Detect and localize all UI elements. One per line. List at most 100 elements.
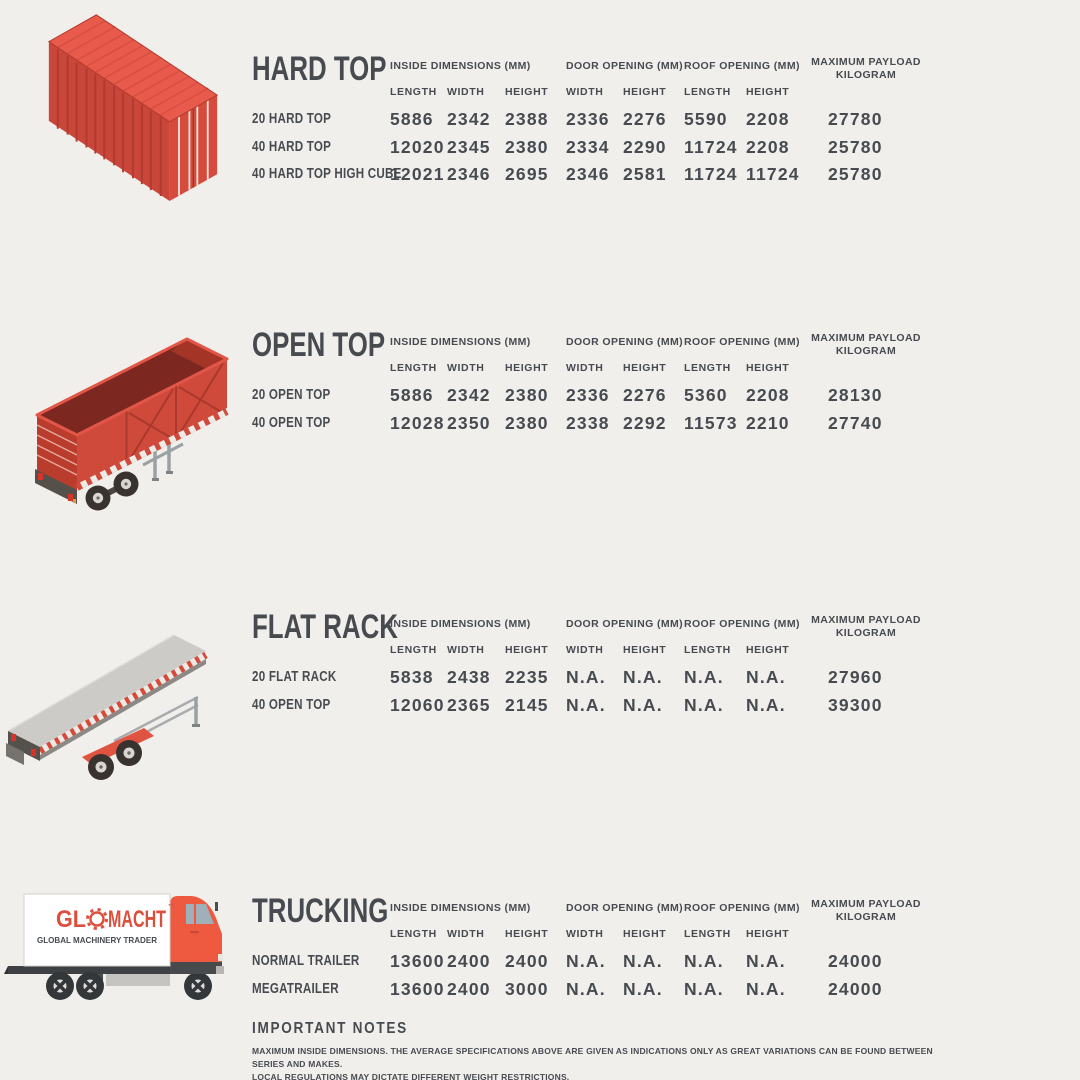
- spec-table: FLAT RACK INSIDE DIMENSIONS (MM) DOOR OP…: [252, 610, 942, 719]
- spec-value: 2400: [505, 951, 549, 971]
- spec-value: 2346: [566, 164, 610, 184]
- spec-value: 2210: [746, 412, 790, 433]
- subheader: LENGTH: [390, 86, 437, 98]
- header-max-payload: MAXIMUM PAYLOAD KILOGRAM: [811, 332, 921, 357]
- subheader: HEIGHT: [623, 86, 667, 98]
- section-hard-top: HARD TOP INSIDE DIMENSIONS (MM) DOOR OPE…: [252, 52, 942, 189]
- section-open-top: OPEN TOP INSIDE DIMENSIONS (MM) DOOR OPE…: [252, 328, 942, 437]
- spec-table: TRUCKING INSIDE DIMENSIONS (MM) DOOR OPE…: [252, 894, 942, 1003]
- section-trucking: TRUCKING INSIDE DIMENSIONS (MM) DOOR OPE…: [252, 894, 942, 1003]
- spec-value: 2581: [623, 164, 667, 184]
- glomacht-truck-illustration: GL MACHT ™ GLOBAL MACHINERY TRADER: [4, 893, 224, 1000]
- brand-wordmark-right: MACHT: [108, 906, 166, 933]
- open-top-trailer-illustration: [35, 337, 229, 511]
- spec-value: 27780: [828, 109, 883, 129]
- header-inside-dimensions: INSIDE DIMENSIONS (MM): [390, 60, 531, 72]
- spec-value: 2290: [623, 136, 667, 157]
- spec-value: 2208: [746, 109, 790, 129]
- spec-value: N.A.: [623, 667, 663, 687]
- spec-value: 25780: [828, 136, 883, 157]
- subheader: HEIGHT: [623, 362, 667, 374]
- spec-value: N.A.: [684, 667, 724, 687]
- spec-value: 2346: [447, 164, 491, 184]
- subheader: HEIGHT: [505, 928, 549, 940]
- spec-value: 2388: [505, 109, 549, 129]
- spec-value: 2380: [505, 385, 549, 405]
- subheader: HEIGHT: [505, 86, 549, 98]
- header-roof-opening: ROOF OPENING (MM): [684, 618, 800, 630]
- notes-line: MAXIMUM INSIDE DIMENSIONS. THE AVERAGE S…: [252, 1046, 933, 1069]
- section-title: TRUCKING: [252, 892, 389, 930]
- brand-wordmark-left: GL: [56, 906, 86, 933]
- spec-value: 24000: [828, 951, 883, 971]
- spec-value: N.A.: [623, 978, 663, 999]
- hard-top-container-illustration: [47, 14, 219, 202]
- spec-value: 2276: [623, 385, 667, 405]
- row-label: 40 HARD TOP HIGH CUBE: [252, 166, 402, 182]
- subheader: HEIGHT: [746, 362, 790, 374]
- spec-value: 2336: [566, 385, 610, 405]
- subheader: WIDTH: [566, 362, 604, 374]
- spec-table: OPEN TOP INSIDE DIMENSIONS (MM) DOOR OPE…: [252, 328, 942, 437]
- spec-value: 11724: [684, 164, 738, 184]
- subheader: WIDTH: [447, 362, 485, 374]
- spec-value: 24000: [828, 978, 883, 999]
- spec-value: 11724: [746, 164, 800, 184]
- header-door-opening: DOOR OPENING (MM): [566, 902, 684, 914]
- section-title: OPEN TOP: [252, 326, 386, 364]
- header-roof-opening: ROOF OPENING (MM): [684, 60, 800, 72]
- subheader: HEIGHT: [746, 644, 790, 656]
- subheader: WIDTH: [447, 928, 485, 940]
- spec-value: 25780: [828, 164, 883, 184]
- row-label: 40 HARD TOP: [252, 138, 332, 155]
- row-label: 20 FLAT RACK: [252, 669, 337, 685]
- header-roof-opening: ROOF OPENING (MM): [684, 336, 800, 348]
- subheader: LENGTH: [390, 644, 437, 656]
- spec-value: 2380: [505, 136, 549, 157]
- notes-title: IMPORTANT NOTES: [252, 1020, 408, 1037]
- subheader: HEIGHT: [623, 928, 667, 940]
- spec-value: 2365: [447, 694, 491, 715]
- subheader: HEIGHT: [746, 928, 790, 940]
- spec-value: 5590: [684, 109, 728, 129]
- spec-value: 2334: [566, 136, 610, 157]
- spec-table: HARD TOP INSIDE DIMENSIONS (MM) DOOR OPE…: [252, 52, 942, 189]
- spec-value: 12060: [390, 694, 445, 715]
- spec-value: 2342: [447, 385, 491, 405]
- spec-value: N.A.: [746, 667, 786, 687]
- section-flat-rack: FLAT RACK INSIDE DIMENSIONS (MM) DOOR OP…: [252, 610, 942, 719]
- spec-value: N.A.: [746, 978, 786, 999]
- subheader: HEIGHT: [505, 362, 549, 374]
- spec-value: 39300: [828, 694, 883, 715]
- spec-value: 2276: [623, 109, 667, 129]
- spec-value: 12028: [390, 412, 445, 433]
- spec-value: 2350: [447, 412, 491, 433]
- row-label: NORMAL TRAILER: [252, 953, 360, 969]
- spec-value: 5886: [390, 109, 434, 129]
- subheader: LENGTH: [684, 644, 731, 656]
- subheader: LENGTH: [684, 86, 731, 98]
- row-label: 20 HARD TOP: [252, 111, 332, 127]
- header-max-payload: MAXIMUM PAYLOAD KILOGRAM: [811, 614, 921, 639]
- spec-value: 2235: [505, 667, 549, 687]
- row-label: MEGATRAILER: [252, 980, 339, 997]
- spec-value: 2400: [447, 951, 491, 971]
- spec-value: 12021: [390, 164, 445, 184]
- subheader: WIDTH: [566, 86, 604, 98]
- spec-value: 5360: [684, 385, 728, 405]
- header-roof-opening: ROOF OPENING (MM): [684, 902, 800, 914]
- spec-value: 2208: [746, 136, 790, 157]
- spec-value: N.A.: [684, 694, 724, 715]
- spec-value: 2208: [746, 385, 790, 405]
- spec-value: 27740: [828, 412, 883, 433]
- spec-value: 2400: [447, 978, 491, 999]
- header-door-opening: DOOR OPENING (MM): [566, 336, 684, 348]
- header-max-payload: MAXIMUM PAYLOAD KILOGRAM: [811, 898, 921, 923]
- section-title: FLAT RACK: [252, 608, 398, 646]
- spec-value: N.A.: [684, 978, 724, 999]
- spec-value: 2438: [447, 667, 491, 687]
- subheader: HEIGHT: [623, 644, 667, 656]
- subheader: LENGTH: [684, 362, 731, 374]
- spec-value: 2338: [566, 412, 610, 433]
